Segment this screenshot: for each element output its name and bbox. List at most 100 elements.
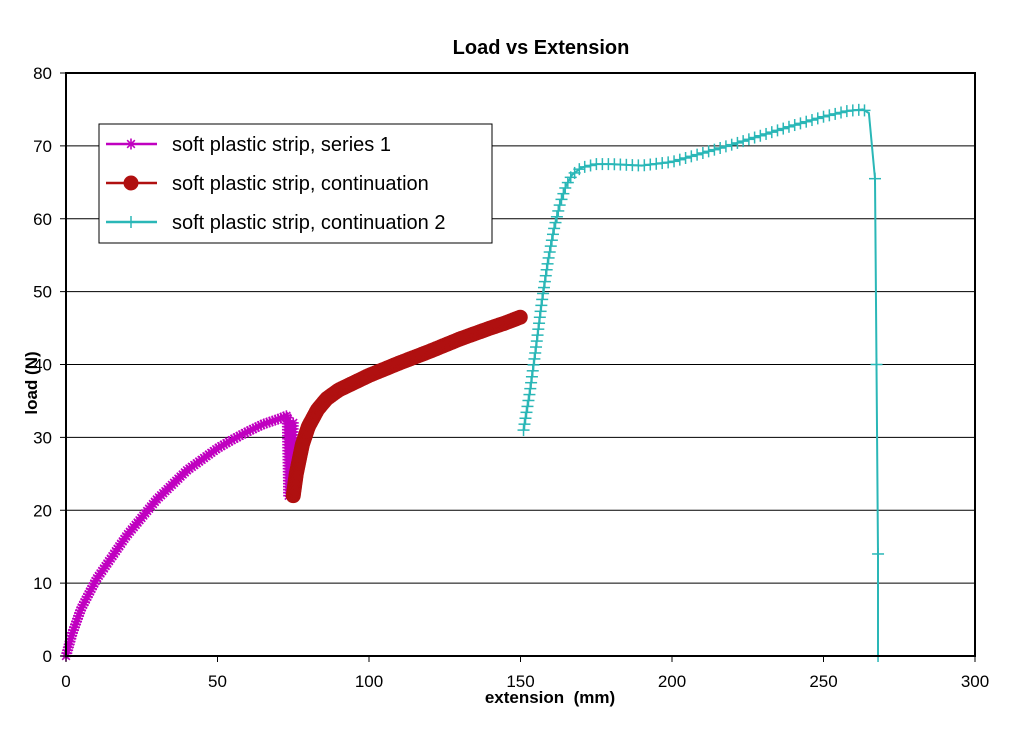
data-point (530, 335, 543, 348)
y-tick-label: 70 (33, 137, 52, 156)
data-point (777, 122, 790, 135)
data-point (788, 119, 801, 132)
data-point (525, 370, 538, 383)
data-point (529, 346, 542, 359)
data-point (532, 323, 545, 336)
legend-marker (125, 138, 137, 150)
data-point (518, 418, 531, 431)
data-point (527, 358, 540, 371)
data-point (540, 263, 553, 276)
data-point (731, 136, 744, 149)
data-point (668, 155, 681, 168)
data-point (537, 287, 550, 300)
data-point (520, 406, 533, 419)
data-point (530, 341, 543, 354)
legend: soft plastic strip, series 1 soft plastic… (98, 123, 493, 244)
data-point (673, 153, 686, 166)
data-point (835, 106, 848, 119)
data-point (525, 376, 538, 389)
data-point (534, 305, 547, 318)
data-point (760, 127, 773, 140)
data-point (536, 293, 549, 306)
data-point (737, 135, 750, 148)
data-point (858, 104, 871, 117)
y-axis-label: load (N) (22, 351, 41, 414)
data-point (725, 138, 738, 151)
legend-marker (125, 216, 137, 228)
y-tick-label: 20 (33, 501, 52, 520)
x-axis-label: extension (mm) (485, 688, 615, 707)
series-2 (285, 309, 528, 504)
x-axis-ticks: 0 50 100 150 200 250 300 (61, 656, 989, 691)
data-point (696, 146, 709, 159)
data-point (519, 412, 532, 425)
legend-item-2: soft plastic strip, continuation (106, 173, 429, 195)
data-point (765, 126, 778, 139)
data-point (539, 269, 552, 282)
data-point (553, 199, 566, 212)
data-point (512, 309, 528, 325)
data-point (559, 181, 572, 194)
legend-box (98, 123, 493, 244)
data-point (742, 133, 755, 146)
data-point (823, 109, 836, 122)
legend-item-1: soft plastic strip, series 1 (106, 134, 391, 156)
data-point (748, 131, 761, 144)
data-point (800, 115, 813, 128)
data-point (782, 120, 795, 133)
data-point (541, 257, 554, 270)
data-point (870, 358, 883, 371)
series-1 (60, 410, 299, 662)
data-point (524, 382, 537, 395)
data-point (811, 112, 824, 125)
y-tick-label: 10 (33, 574, 52, 593)
y-tick-label: 30 (33, 428, 52, 447)
data-point (685, 150, 698, 163)
data-point (557, 187, 570, 200)
y-tick-label: 60 (33, 210, 52, 229)
y-tick-label: 40 (33, 356, 52, 375)
data-point (528, 352, 541, 365)
data-point (538, 275, 551, 288)
x-tick-label: 150 (506, 672, 534, 691)
data-point (535, 299, 548, 312)
legend-label: soft plastic strip, continuation (172, 173, 429, 195)
series-layer (60, 103, 885, 662)
data-point (805, 114, 818, 127)
legend-label: soft plastic strip, continuation 2 (172, 212, 445, 234)
data-point (545, 234, 558, 247)
data-point (531, 329, 544, 342)
data-point (537, 281, 550, 294)
x-tick-label: 0 (61, 672, 70, 691)
data-point (546, 228, 559, 241)
data-point (662, 156, 675, 169)
data-point (584, 159, 597, 172)
x-tick-label: 100 (355, 672, 383, 691)
data-point (794, 117, 807, 130)
series-line (65, 414, 295, 657)
y-tick-label: 0 (43, 647, 52, 666)
data-point (714, 142, 727, 155)
data-point (573, 163, 586, 176)
data-point (817, 110, 830, 123)
data-point (679, 151, 692, 164)
data-point (708, 143, 721, 156)
data-point (829, 107, 842, 120)
data-point (869, 172, 882, 185)
data-point (691, 148, 704, 161)
legend-label: soft plastic strip, series 1 (172, 134, 391, 156)
data-point (771, 124, 784, 137)
data-point (544, 240, 557, 253)
data-point (287, 417, 299, 429)
data-point (523, 388, 536, 401)
data-point (552, 204, 565, 217)
chart-title: Load vs Extension (453, 37, 630, 59)
series-3 (517, 103, 885, 662)
data-point (549, 216, 562, 229)
data-point (522, 394, 535, 407)
y-tick-label: 80 (33, 64, 52, 83)
data-point (555, 193, 568, 206)
data-point (526, 364, 539, 377)
data-point (533, 311, 546, 324)
x-tick-label: 50 (208, 672, 227, 691)
